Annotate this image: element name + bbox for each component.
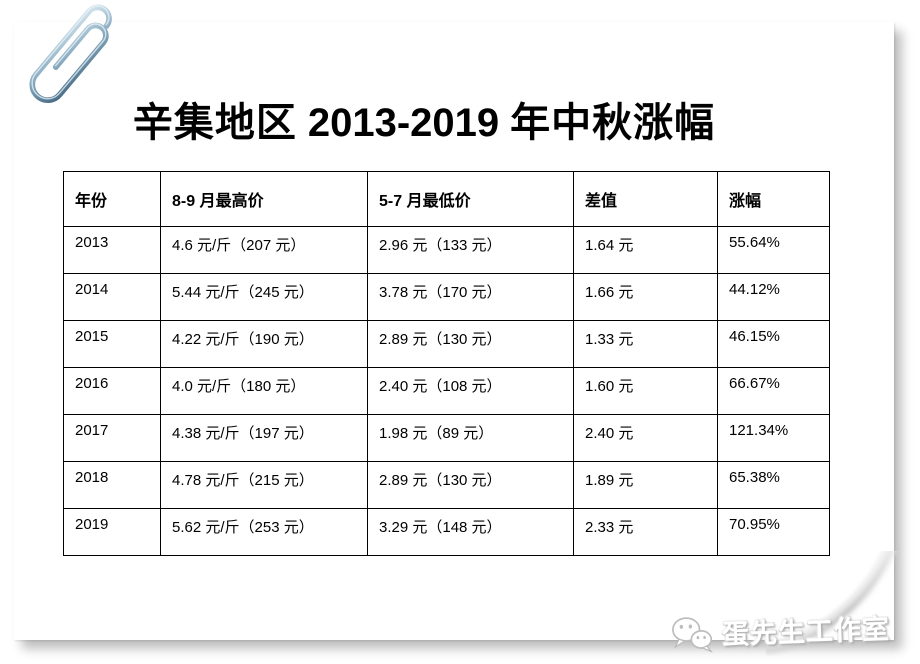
table-header-row: 年份 8-9 月最高价 5-7 月最低价 差值 涨幅 [63,171,830,227]
table-cell: 65.38% [717,461,830,509]
table-cell: 5.62 元/斤（253 元） [160,508,368,556]
table-row: 2019 5.62 元/斤（253 元） 3.29 元（148 元） 2.33 … [63,508,830,556]
col-header-year: 年份 [63,171,161,227]
table-cell: 1.64 元 [573,226,718,274]
table-cell: 1.66 元 [573,273,718,321]
page-title: 辛集地区 2013-2019 年中秋涨幅 [14,98,834,148]
table-row: 2015 4.22 元/斤（190 元） 2.89 元（130 元） 1.33 … [63,320,830,368]
table-cell: 4.0 元/斤（180 元） [160,367,368,415]
table-row: 2014 5.44 元/斤（245 元） 3.78 元（170 元） 1.66 … [63,273,830,321]
table-cell: 2015 [63,320,161,368]
table-cell: 4.38 元/斤（197 元） [160,414,368,462]
table-cell: 2014 [63,273,161,321]
title-years: 2013-2019 [307,101,500,145]
title-region: 辛集地区 [132,100,308,145]
title-subject: 年中秋涨幅 [499,100,716,145]
table-cell: 66.67% [717,367,830,415]
table-cell: 2019 [63,508,161,556]
studio-watermark: 蛋先生工作室 [669,607,891,654]
table-cell: 1.60 元 [573,367,718,415]
table-cell: 2.89 元（130 元） [367,461,574,509]
table-cell: 2.40 元（108 元） [367,367,574,415]
col-header-aug-sep-high: 8-9 月最高价 [160,171,368,227]
table-cell: 2016 [63,367,161,415]
table-row: 2013 4.6 元/斤（207 元） 2.96 元（133 元） 1.64 元… [63,226,830,274]
table-cell: 5.44 元/斤（245 元） [160,273,368,321]
table-row: 2018 4.78 元/斤（215 元） 2.89 元（130 元） 1.89 … [63,461,830,509]
table-cell: 2.89 元（130 元） [367,320,574,368]
col-header-difference: 差值 [573,171,718,227]
table-cell: 4.78 元/斤（215 元） [160,461,368,509]
watermark-label: 蛋先生工作室 [721,614,891,651]
table-row: 2016 4.0 元/斤（180 元） 2.40 元（108 元） 1.60 元… [63,367,830,415]
document-page: 辛集地区 2013-2019 年中秋涨幅 年份 8-9 月最高价 5-7 月最低… [14,22,896,654]
table-cell: 1.98 元（89 元） [367,414,574,462]
table-cell: 70.95% [717,508,830,556]
table-cell: 1.89 元 [573,461,718,509]
table-cell: 2.40 元 [573,414,718,462]
table-cell: 55.64% [717,226,830,274]
table-cell: 2013 [63,226,161,274]
table-cell: 3.78 元（170 元） [367,273,574,321]
col-header-may-jul-low: 5-7 月最低价 [367,171,574,227]
paperclip-icon [29,4,112,104]
table-cell: 1.33 元 [573,320,718,368]
table-cell: 121.34% [717,414,830,462]
table-cell: 2.33 元 [573,508,718,556]
table-cell: 46.15% [717,320,830,368]
table-cell: 44.12% [717,273,830,321]
price-table: 年份 8-9 月最高价 5-7 月最低价 差值 涨幅 2013 4.6 元/斤（… [63,171,830,556]
table-cell: 3.29 元（148 元） [367,508,574,556]
table-row: 2017 4.38 元/斤（197 元） 1.98 元（89 元） 2.40 元… [63,414,830,462]
table-cell: 2.96 元（133 元） [367,226,574,274]
col-header-increase: 涨幅 [717,171,830,227]
table-cell: 2017 [63,414,161,462]
table-cell: 4.6 元/斤（207 元） [160,226,368,274]
table-cell: 2018 [63,461,161,509]
wechat-chat-bubbles-icon [672,616,714,653]
table-cell: 4.22 元/斤（190 元） [160,320,368,368]
